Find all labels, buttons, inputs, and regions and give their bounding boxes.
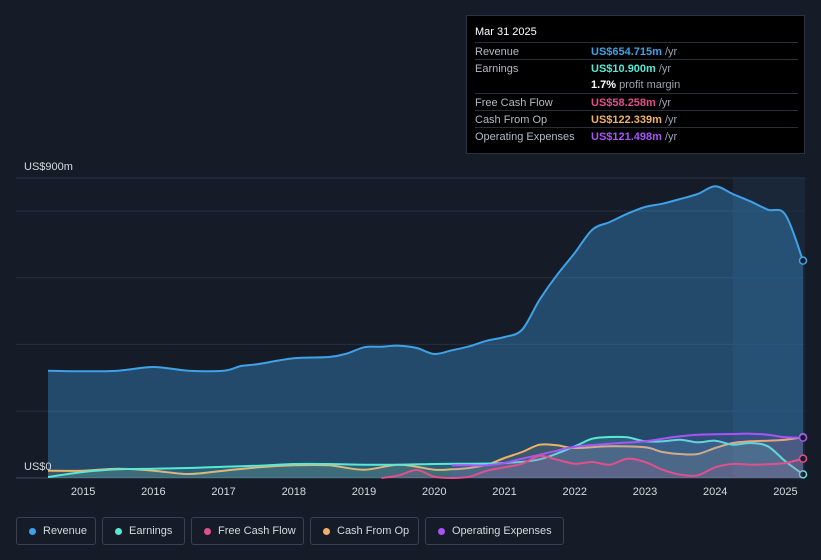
legend-label: Earnings — [129, 525, 173, 537]
tooltip-value: 1.7% profit margin — [591, 79, 681, 91]
gridlines — [16, 177, 805, 479]
x-tick-label: 2022 — [563, 486, 587, 498]
tooltip-label: Free Cash Flow — [475, 97, 553, 109]
tooltip-row-operating-expenses: Operating Expenses US$121.498m/yr — [475, 127, 798, 145]
tooltip-value: US$10.900m/yr — [591, 63, 672, 75]
y-axis-top-label: US$900m — [24, 161, 73, 173]
x-tick-label: 2025 — [773, 486, 797, 498]
legend-dot-icon — [438, 528, 445, 535]
x-tick-label: 2024 — [703, 486, 727, 498]
x-tick-label: 2016 — [141, 486, 165, 498]
x-tick-label: 2015 — [71, 486, 95, 498]
legend-item-earnings[interactable]: Earnings — [102, 517, 185, 545]
x-tick-label: 2020 — [422, 486, 446, 498]
legend-label: Cash From Op — [337, 525, 410, 537]
legend-label: Revenue — [43, 525, 88, 537]
tooltip-row-profit-margin: 1.7% profit margin — [475, 76, 798, 93]
y-axis-bottom-label: US$0 — [24, 461, 52, 473]
free-cash-flow-line — [381, 454, 804, 480]
cash-from-op-line — [47, 436, 804, 476]
tooltip-label: Operating Expenses — [475, 131, 575, 143]
tooltip-value: US$58.258m/yr — [591, 97, 672, 109]
tooltip-label: Revenue — [475, 46, 520, 58]
legend-dot-icon — [204, 528, 211, 535]
operating-expenses-line — [451, 432, 804, 467]
earnings-area — [48, 436, 803, 478]
tooltip-value: US$654.715m/yr — [591, 46, 678, 58]
free-cash-flow-end-point — [798, 454, 808, 463]
x-axis: 2015 2016 2017 2018 2019 2020 2021 2022 2023 2024… — [71, 486, 798, 498]
legend-dot-icon — [29, 528, 36, 535]
tooltip-label: Earnings — [475, 63, 519, 75]
tooltip-row-cash-from-op: Cash From Op US$122.339m/yr — [475, 110, 798, 128]
tooltip-value: US$121.498m/yr — [591, 131, 678, 143]
legend-dot-icon — [323, 528, 330, 535]
operating-expenses-end-point — [798, 433, 808, 442]
forecast-region — [732, 178, 805, 478]
x-tick-label: 2018 — [282, 486, 306, 498]
legend-item-operating-expenses[interactable]: Operating Expenses — [425, 517, 564, 545]
earnings-line — [47, 435, 804, 478]
tooltip-value: US$122.339m/yr — [591, 114, 678, 126]
tooltip-label: Cash From Op — [475, 114, 548, 126]
revenue-area — [48, 186, 803, 479]
free-cash-flow-area — [381, 455, 803, 478]
tooltip-row-revenue: Revenue US$654.715m/yr — [475, 42, 798, 60]
tooltip-row-free-cash-flow: Free Cash Flow US$58.258m/yr — [475, 93, 798, 111]
legend-label: Free Cash Flow — [218, 525, 296, 537]
x-tick-label: 2019 — [352, 486, 376, 498]
tooltip-row-earnings: Earnings US$10.900m/yr — [475, 59, 798, 77]
legend-label: Operating Expenses — [452, 525, 552, 537]
tooltip-date: Mar 31 2025 — [475, 26, 537, 38]
legend-item-cash-from-op[interactable]: Cash From Op — [310, 517, 419, 545]
legend-item-revenue[interactable]: Revenue — [16, 517, 96, 545]
x-tick-label: 2023 — [633, 486, 657, 498]
cash-from-op-area — [48, 437, 803, 478]
data-tooltip: Mar 31 2025 Revenue US$654.715m/yr Earni… — [466, 15, 805, 154]
x-tick-label: 2017 — [211, 486, 235, 498]
earnings-end-point — [798, 470, 808, 479]
revenue-line — [47, 185, 804, 373]
revenue-end-point — [798, 256, 808, 265]
x-tick-label: 2021 — [492, 486, 516, 498]
legend-dot-icon — [115, 528, 122, 535]
series-layer — [47, 185, 808, 480]
legend-item-free-cash-flow[interactable]: Free Cash Flow — [191, 517, 304, 545]
